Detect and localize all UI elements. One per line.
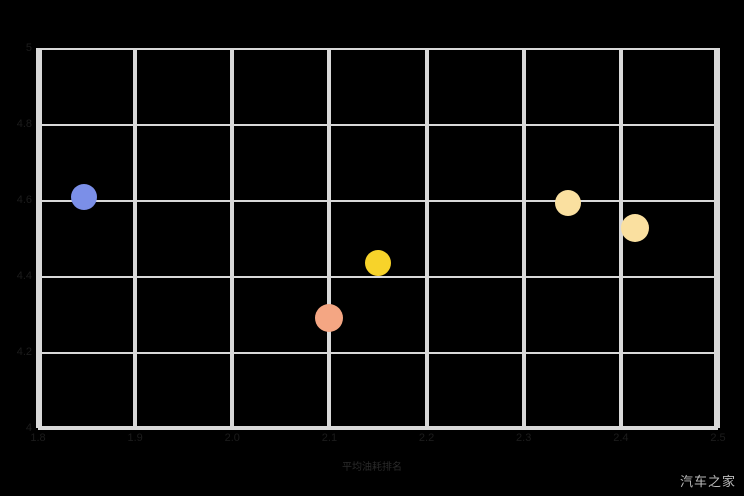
y-axis-tick-label: 4.8 (16, 118, 32, 130)
gridline-vertical (618, 48, 623, 428)
data-point[interactable] (70, 183, 97, 210)
gridline-vertical (521, 48, 526, 428)
axis-border-bottom (38, 426, 718, 428)
axis-border-left (38, 48, 42, 428)
x-axis-tick-labels: 1.8 1.9 2.0 2.1 2.2 2.3 2.4 2.5 (0, 432, 744, 448)
y-axis-tick-label: 4.6 (16, 194, 32, 206)
data-point[interactable] (315, 303, 344, 332)
x-axis-tick-label: 1.9 (127, 432, 143, 444)
gridline-vertical (424, 48, 429, 428)
x-axis-tick-label: 2.2 (418, 432, 435, 444)
y-axis-tick-label: 5 (25, 42, 32, 54)
gridline-horizontal (38, 352, 718, 354)
plot-area (36, 48, 720, 430)
data-point[interactable] (621, 214, 650, 243)
y-axis-tick-label: 4.2 (16, 346, 32, 358)
gridline-vertical (230, 48, 235, 428)
data-point[interactable] (555, 190, 582, 217)
x-axis-tick-label: 2.4 (613, 432, 629, 444)
gridline-vertical (133, 48, 138, 428)
x-axis-tick-label: 2.0 (224, 432, 240, 444)
gridline-vertical (716, 48, 720, 428)
gridline-vertical (327, 48, 332, 428)
x-axis-tick-label: 2.3 (516, 432, 532, 444)
x-axis-tick-label: 1.8 (30, 432, 46, 444)
watermark: 汽车之家 (679, 474, 736, 489)
x-axis-tick-label: 2.5 (710, 432, 726, 444)
gridline-horizontal (38, 48, 718, 50)
y-axis-tick-label: 4 (25, 422, 32, 434)
y-axis-tick-label: 4.4 (16, 270, 32, 282)
gridline-horizontal (38, 428, 718, 430)
x-axis-tick-label: 2.1 (321, 432, 338, 444)
gridline-horizontal (38, 124, 718, 126)
gridline-horizontal (38, 200, 718, 202)
gridline-horizontal (38, 276, 718, 278)
gridline-vertical (36, 48, 40, 428)
y-axis-tick-labels: 5 4.8 4.6 4.4 4.2 4 (0, 42, 32, 434)
data-point[interactable] (365, 250, 391, 277)
x-axis-title: 平均油耗排名 (342, 462, 402, 473)
